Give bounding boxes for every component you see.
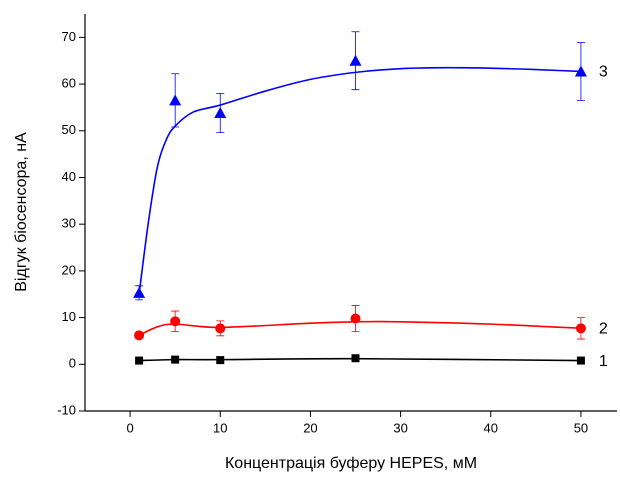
marker <box>349 54 362 66</box>
marker <box>216 356 225 365</box>
marker <box>169 94 182 106</box>
fit-curve <box>139 357 581 362</box>
marker <box>134 330 145 341</box>
series-name: 3 <box>599 64 608 81</box>
marker <box>170 316 181 327</box>
y-tick-label: 20 <box>62 262 76 277</box>
series-name: 2 <box>599 321 608 338</box>
x-axis-title: Концентрація буферу HEPES, мМ <box>225 455 477 472</box>
x-tick-label: 50 <box>574 420 588 435</box>
fit-curve <box>138 66 581 295</box>
y-tick-label: 30 <box>62 216 76 231</box>
marker <box>575 323 586 334</box>
y-tick-label: 10 <box>62 309 76 324</box>
marker <box>574 65 587 77</box>
x-tick-label: 20 <box>303 420 317 435</box>
y-axis-title: Відгук біосенсора, нА <box>13 132 30 292</box>
y-tick-label: 0 <box>69 356 76 371</box>
y-tick-label: 70 <box>62 29 76 44</box>
y-tick-label: 60 <box>62 75 76 90</box>
marker <box>214 107 227 119</box>
marker <box>350 313 361 324</box>
marker <box>171 355 180 364</box>
marker <box>576 356 585 365</box>
series-name: 1 <box>599 353 608 370</box>
y-tick-label: -10 <box>57 402 76 417</box>
y-tick-label: 50 <box>62 122 76 137</box>
marker <box>215 323 226 334</box>
y-tick-label: 40 <box>62 169 76 184</box>
fit-curve <box>138 320 581 337</box>
x-tick-label: 40 <box>484 420 498 435</box>
marker <box>351 354 360 363</box>
marker <box>133 286 146 298</box>
x-tick-label: 30 <box>393 420 407 435</box>
x-tick-label: 10 <box>213 420 227 435</box>
marker <box>135 356 144 365</box>
x-tick-label: 0 <box>126 420 133 435</box>
